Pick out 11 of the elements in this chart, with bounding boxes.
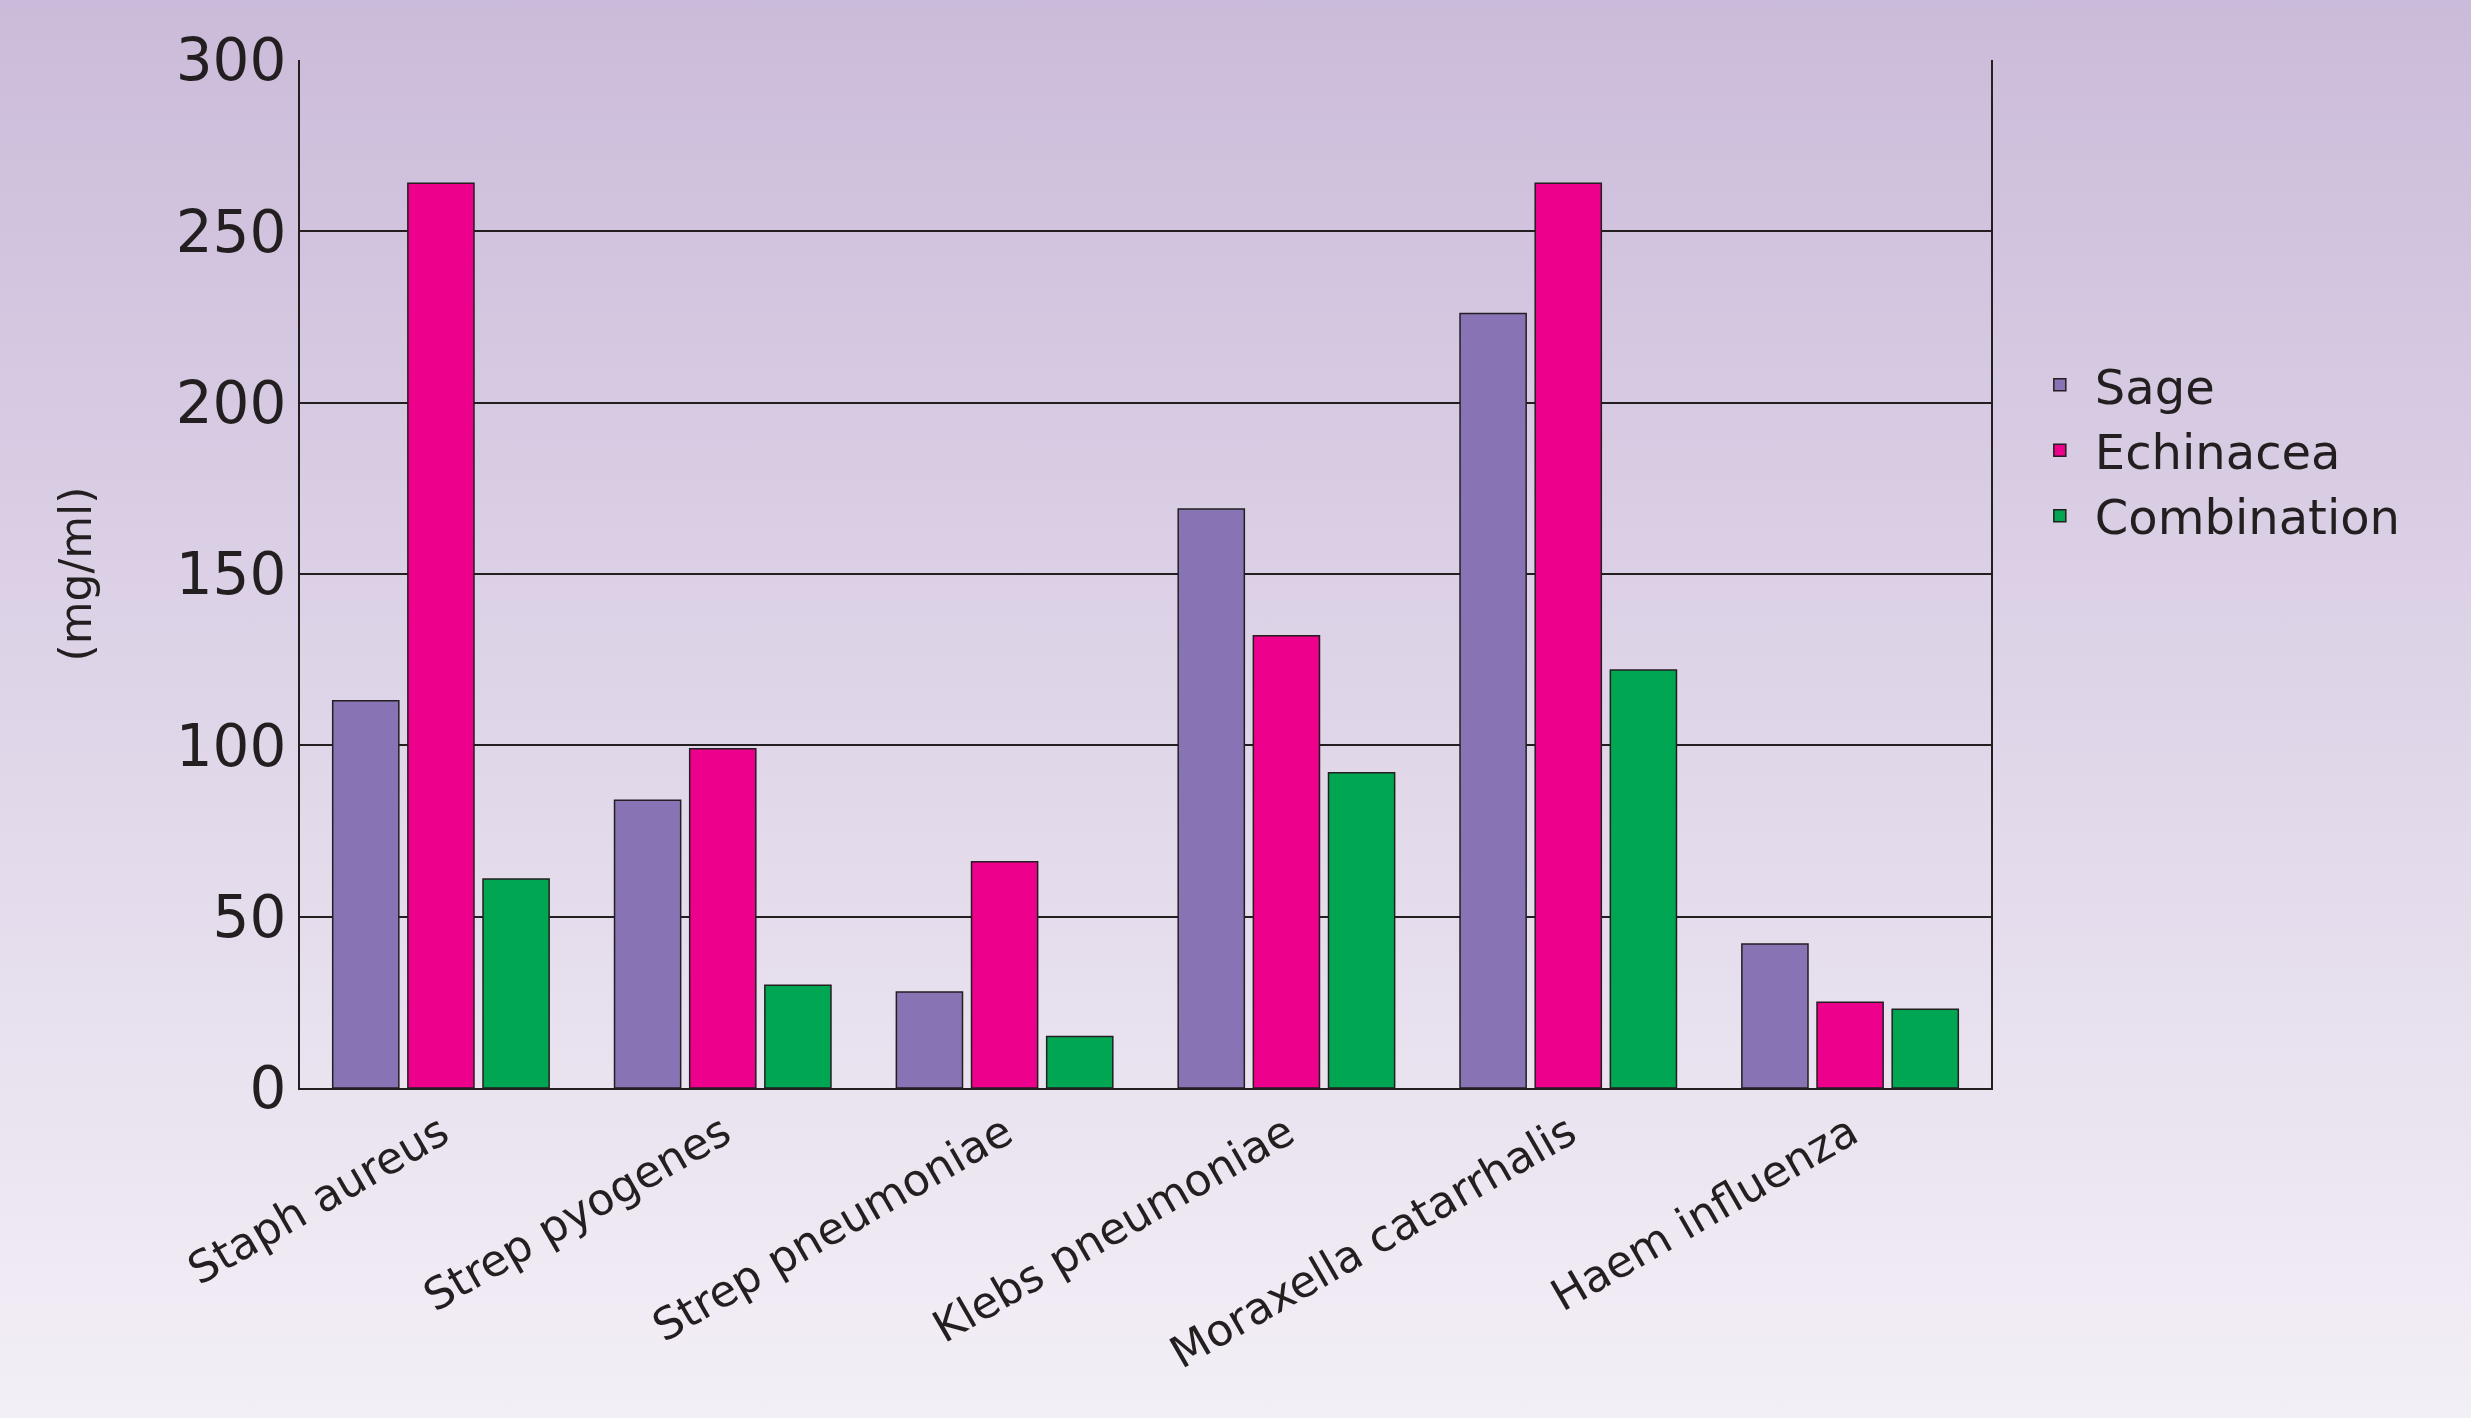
legend-label: Sage — [2094, 358, 2215, 415]
y-tick-label: 300 — [175, 26, 287, 95]
legend-label: Echinacea — [2094, 423, 2341, 480]
y-tick-label: 200 — [175, 368, 287, 437]
y-tick-label: 250 — [175, 197, 287, 266]
legend-label: Combination — [2094, 489, 2401, 546]
y-tick-label: 150 — [175, 540, 287, 609]
y-tick-label: 0 — [249, 1054, 287, 1123]
y-tick-label: 100 — [175, 711, 287, 780]
y-axis-title: (mg/ml) — [50, 486, 102, 662]
y-tick-label: 50 — [212, 882, 287, 951]
